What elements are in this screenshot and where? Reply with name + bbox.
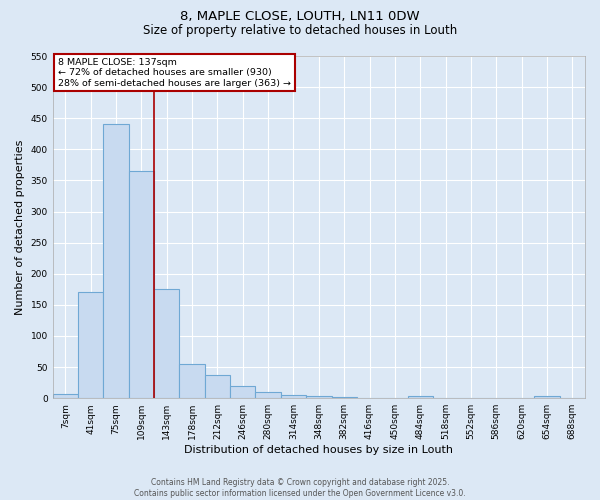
- Bar: [53, 394, 78, 398]
- Text: 8 MAPLE CLOSE: 137sqm
← 72% of detached houses are smaller (930)
28% of semi-det: 8 MAPLE CLOSE: 137sqm ← 72% of detached …: [58, 58, 291, 88]
- Bar: [205, 374, 230, 398]
- Text: 8, MAPLE CLOSE, LOUTH, LN11 0DW: 8, MAPLE CLOSE, LOUTH, LN11 0DW: [180, 10, 420, 23]
- Text: Size of property relative to detached houses in Louth: Size of property relative to detached ho…: [143, 24, 457, 37]
- Bar: [281, 395, 306, 398]
- Bar: [78, 292, 103, 398]
- Bar: [407, 396, 433, 398]
- Bar: [230, 386, 256, 398]
- Bar: [179, 364, 205, 398]
- Bar: [306, 396, 332, 398]
- X-axis label: Distribution of detached houses by size in Louth: Distribution of detached houses by size …: [184, 445, 454, 455]
- Bar: [256, 392, 281, 398]
- Bar: [154, 290, 179, 398]
- Y-axis label: Number of detached properties: Number of detached properties: [15, 140, 25, 315]
- Bar: [332, 397, 357, 398]
- Bar: [129, 171, 154, 398]
- Bar: [535, 396, 560, 398]
- Bar: [103, 124, 129, 398]
- Text: Contains HM Land Registry data © Crown copyright and database right 2025.
Contai: Contains HM Land Registry data © Crown c…: [134, 478, 466, 498]
